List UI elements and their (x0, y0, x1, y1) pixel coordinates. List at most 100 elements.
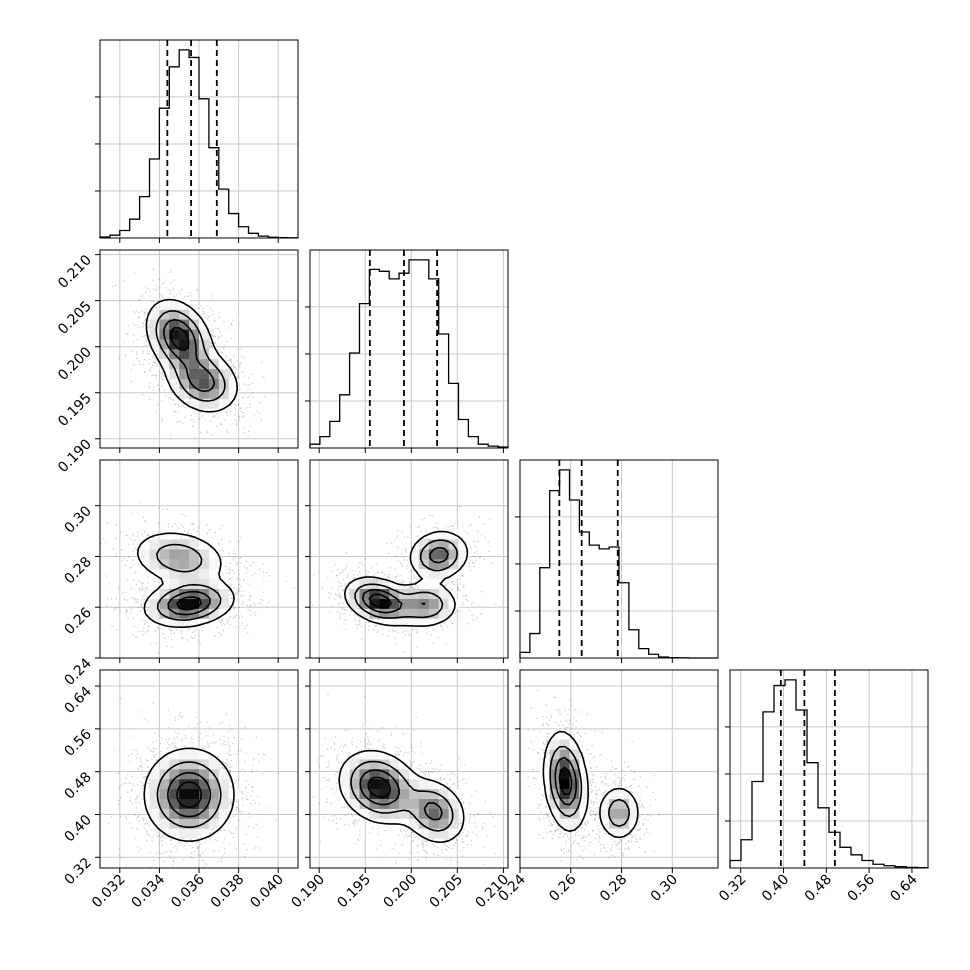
panel-1-density-cell (179, 549, 190, 560)
panel-4-density-cell (379, 749, 390, 760)
panel-0-density-cell (189, 329, 200, 340)
panel-4-density-cell (369, 808, 380, 819)
panel-0-density-cell (179, 299, 190, 310)
hist-1-frame (309, 249, 509, 449)
panel-1-contour-1 (156, 543, 222, 621)
panel-2-contour-2 (361, 546, 449, 614)
panel-1-density-cell (179, 598, 190, 609)
ytick-label-2-3: 0.30 (61, 503, 94, 536)
panel-5-density-cell (599, 798, 610, 809)
panel-2-density-cell (428, 529, 439, 540)
panel-1-density-cell (189, 578, 200, 589)
panel-4-density-cell (409, 769, 420, 780)
panel-0-density-cell (149, 309, 160, 320)
density-panel-0-1 (95, 249, 299, 453)
panel-4-density-cell (418, 818, 430, 829)
panel-3-density-cell (199, 788, 210, 799)
xtick-label-3-4: 0.64 (887, 871, 920, 904)
panel-2-density-cell (448, 549, 459, 560)
hist-0-steps (99, 49, 299, 239)
panel-4-density-cell (409, 798, 420, 809)
panel-2-density-cell (349, 598, 360, 609)
panel-0-density-cell (199, 358, 210, 370)
xtick-label-3-0: 0.32 (716, 872, 749, 905)
panel-2-density-cell (438, 568, 449, 580)
panel-4-density-cell (399, 798, 410, 809)
panel-4-density-cell (418, 808, 430, 819)
panel-4-scatter (310, 694, 497, 865)
panel-2-density-cell (438, 539, 449, 550)
panel-1-density-cell (179, 608, 190, 619)
panel-1-density-cell (189, 549, 200, 560)
panel-4-density-cell (339, 778, 350, 790)
panel-4-density-cell (359, 759, 370, 770)
panel-5-density-cell (599, 808, 610, 819)
panel-4-density-cell (339, 769, 350, 780)
panel-3-density-cell (179, 769, 190, 780)
panel-4-density-cell (418, 778, 430, 790)
panel-1-density-cell (179, 559, 190, 570)
panel-2-density-cell (369, 598, 380, 609)
panel-0-density-cell (149, 339, 160, 350)
panel-0-density-cell (228, 378, 239, 389)
panel-3-density-cell (179, 749, 190, 760)
panel-3-density-cell (208, 818, 220, 829)
panel-1-density-cell (139, 549, 150, 560)
panel-4-density-cell (418, 798, 430, 809)
panel-2-density-cell (418, 578, 430, 589)
panel-3-density-cell (179, 818, 190, 829)
panel-5-density-cell (569, 778, 580, 790)
panel-2-density-cell (399, 618, 410, 629)
panel-1-density-cell (208, 608, 220, 619)
ytick-label-3-2: 0.48 (61, 769, 94, 802)
panel-5-density-cell (549, 788, 560, 799)
panel-0-density-cell (159, 319, 170, 330)
panel-3-density-cell (199, 828, 210, 839)
panel-2-density-cell (438, 559, 449, 570)
panel-5-density-cell (539, 759, 550, 770)
panel-0-density-cell (179, 349, 190, 360)
panel-1-density-cell (208, 549, 220, 560)
panel-4-frame (309, 669, 509, 869)
panel-2-density-cell (389, 598, 400, 609)
panel-0-density-cell (149, 319, 160, 330)
panel-0-density-cell (159, 309, 170, 320)
panel-4-density-cell (369, 749, 380, 760)
panel-1-density-cell (208, 578, 220, 589)
histogram-panel-3 (725, 669, 929, 873)
panel-1-contour-3 (176, 596, 202, 611)
panel-0-density-cell (218, 378, 229, 389)
panel-5-density-cell (569, 788, 580, 799)
panel-4-density-cell (448, 808, 459, 819)
panel-1-density-cell (218, 598, 229, 609)
panel-3-density-cell (189, 749, 200, 760)
ytick-label-3-1: 0.40 (61, 812, 94, 845)
ytick-label-2-2: 0.28 (61, 554, 94, 587)
panel-4-density-cell (418, 788, 430, 799)
panel-3-density-cell (218, 788, 229, 799)
panel-0-density-cell (169, 358, 180, 370)
ytick-label-3-3: 0.56 (61, 726, 94, 759)
panel-3-density-cell (159, 798, 170, 809)
panel-1-density-cell (149, 559, 160, 570)
ytick-label-1-4: 0.210 (55, 252, 95, 292)
panel-3-density-cell (169, 778, 180, 790)
panel-1-density-cell (179, 588, 190, 599)
panel-2-density-cell (428, 608, 439, 619)
panel-0-density-cell (199, 319, 210, 330)
panel-5-contour-3 (558, 766, 573, 796)
panel-1-contour-0 (136, 532, 235, 628)
panel-2-density-cell (399, 598, 410, 609)
density-panel-1-3 (305, 669, 509, 873)
panel-3-density-cell (169, 828, 180, 839)
panel-4-density-cell (379, 788, 390, 799)
panel-3-density-cell (189, 798, 200, 809)
panel-1-density-cell (169, 598, 180, 609)
panel-0-density-cell (179, 368, 190, 379)
panel-5-density-cell (609, 828, 620, 839)
panel-4-density-cell (428, 778, 439, 790)
panel-0-density-cell (199, 388, 210, 399)
panel-1-density-cell (218, 578, 229, 589)
ytick-label-3-0: 0.32 (61, 855, 94, 888)
panel-4-density-cell (349, 769, 360, 780)
